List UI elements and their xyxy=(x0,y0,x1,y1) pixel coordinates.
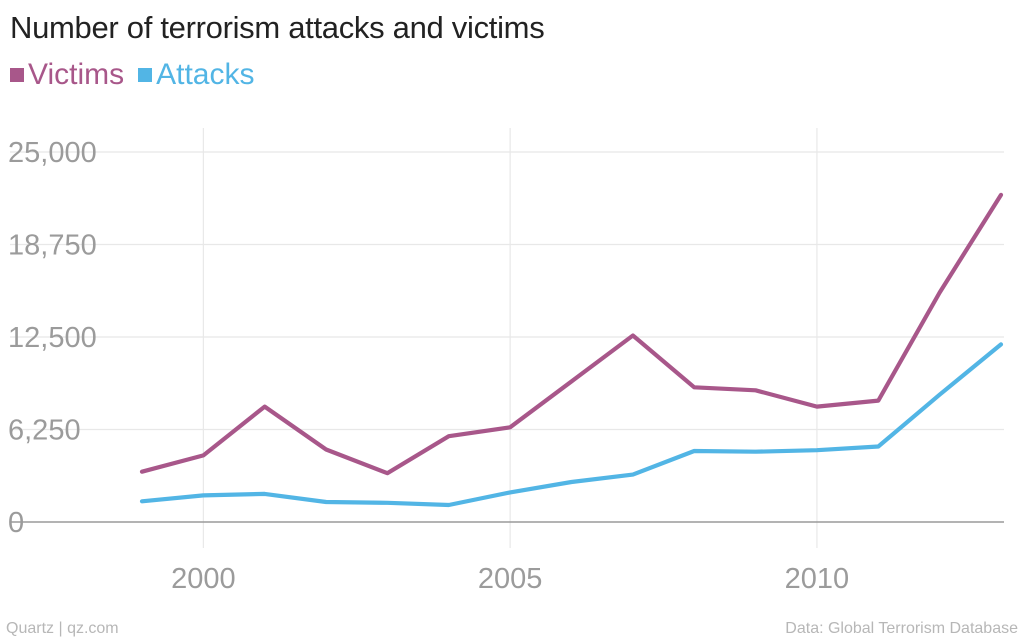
source-credit: Quartz | qz.com xyxy=(6,620,119,637)
series-line-attacks xyxy=(139,342,1004,508)
chart-title: Number of terrorism attacks and victims xyxy=(10,10,545,45)
series-line-victims xyxy=(139,192,1004,476)
legend-swatch-victims xyxy=(10,68,24,82)
y-axis-ticks: 0 6,250 12,500 18,750 25,000 xyxy=(8,137,97,539)
x-tick-label: 2005 xyxy=(478,563,543,595)
y-tick-label: 12,500 xyxy=(8,322,97,354)
legend-label-attacks: Attacks xyxy=(156,58,255,91)
legend-swatch-attacks xyxy=(138,68,153,82)
y-tick-label: 6,250 xyxy=(8,415,81,447)
legend-label-victims: Victims xyxy=(28,58,125,91)
x-tick-label: 2000 xyxy=(171,563,236,595)
x-tick-label: 2010 xyxy=(785,563,850,595)
x-axis-ticks: 2000 2005 2010 xyxy=(171,563,849,595)
y-tick-label: 25,000 xyxy=(8,137,97,169)
y-tick-label: 18,750 xyxy=(8,230,97,262)
series-lines xyxy=(139,192,1004,508)
y-tick-label: 0 xyxy=(8,507,24,539)
data-source: Data: Global Terrorism Database xyxy=(785,620,1018,637)
legend-item-victims: Victims xyxy=(10,58,124,92)
legend-item-attacks: Attacks xyxy=(138,58,255,92)
chart-legend: Victims Attacks xyxy=(10,58,255,92)
grid-lines xyxy=(10,128,1004,548)
